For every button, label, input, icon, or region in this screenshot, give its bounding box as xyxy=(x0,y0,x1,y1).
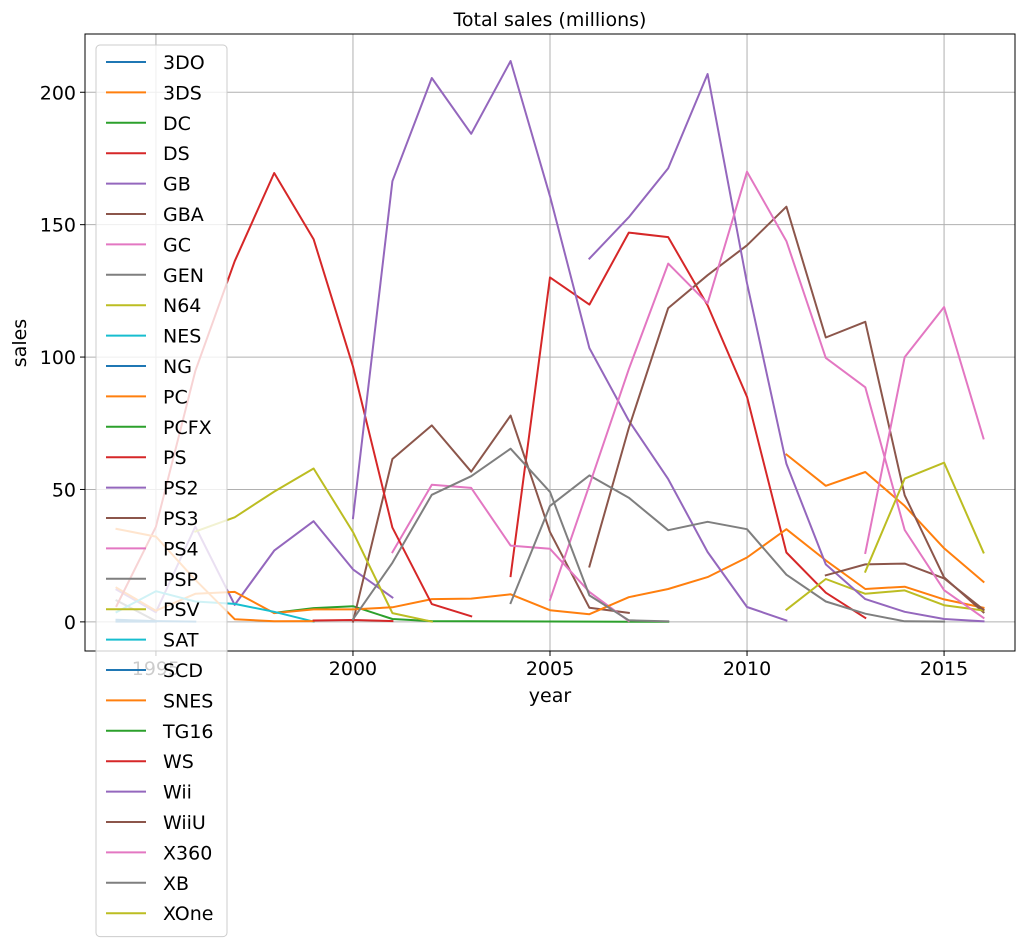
x-tick-label: 2000 xyxy=(329,658,377,680)
series-line-gc xyxy=(391,483,631,623)
x-tick-label: 2010 xyxy=(723,658,771,680)
x-axis-label: year xyxy=(529,685,572,707)
series-line-ps4 xyxy=(864,306,985,555)
series-line-wii xyxy=(587,73,985,623)
series-line-gba xyxy=(351,414,630,623)
legend: 3DO 3DS DC DS GB GBA GC GEN N64 NES NG PC PCFX PS PS2 P… xyxy=(95,44,228,938)
legend-label: N64 xyxy=(163,295,201,317)
legend-label: DS xyxy=(163,143,190,165)
legend-label: PSV xyxy=(163,599,200,621)
legend-label: SNES xyxy=(163,690,213,712)
series-line-x360 xyxy=(548,170,985,620)
legend-label: NG xyxy=(163,356,192,378)
y-tick-label: 0 xyxy=(64,612,76,634)
legend-label: PS3 xyxy=(163,508,199,530)
series-line-psv xyxy=(784,578,985,612)
legend-label: X360 xyxy=(163,842,212,864)
legend-label: GC xyxy=(163,234,191,256)
y-tick-label: 100 xyxy=(40,347,76,369)
y-tick-label: 50 xyxy=(52,479,76,501)
series-line-wiiu xyxy=(824,562,985,612)
y-axis-label: sales xyxy=(9,319,31,367)
legend-label: WS xyxy=(163,751,194,773)
legend-label: SCD xyxy=(163,660,203,682)
legend-label: 3DS xyxy=(163,82,202,104)
x-tick-label: 2005 xyxy=(526,658,574,680)
legend-label: GEN xyxy=(163,265,204,287)
series-line-psp xyxy=(509,474,946,623)
y-tick-label: 200 xyxy=(40,82,76,104)
legend-label: PSP xyxy=(163,569,198,591)
series-line-xb xyxy=(351,447,670,623)
series-line-ds xyxy=(509,231,867,620)
legend-label: PC xyxy=(163,386,188,408)
legend-label: TG16 xyxy=(162,721,214,743)
legend-label: XB xyxy=(163,873,189,895)
legend-label: GB xyxy=(163,174,191,196)
series-line-ps3 xyxy=(588,205,985,614)
x-tick-label: 2015 xyxy=(920,658,968,680)
legend-label: 3DO xyxy=(163,52,205,74)
series-line-ps2 xyxy=(351,60,788,622)
y-tick-label: 150 xyxy=(40,215,76,237)
series-line-3ds xyxy=(784,453,985,584)
legend-label: WiiU xyxy=(163,812,206,834)
legend-label: PS xyxy=(163,447,187,469)
legend-label: Wii xyxy=(163,782,192,804)
legend-label: NES xyxy=(163,326,201,348)
legend-label: PS2 xyxy=(163,478,199,500)
series-line-xone xyxy=(863,461,985,574)
chart-title: Total sales (millions) xyxy=(453,9,647,31)
legend-label: XOne xyxy=(163,903,214,925)
legend-label: PCFX xyxy=(163,417,212,439)
legend-box xyxy=(95,44,228,938)
legend-label: PS4 xyxy=(163,538,199,560)
legend-label: DC xyxy=(163,113,191,135)
series-line-n64 xyxy=(194,467,433,623)
legend-label: GBA xyxy=(163,204,204,226)
series-line-pc xyxy=(115,528,985,616)
legend-label: SAT xyxy=(163,630,199,652)
